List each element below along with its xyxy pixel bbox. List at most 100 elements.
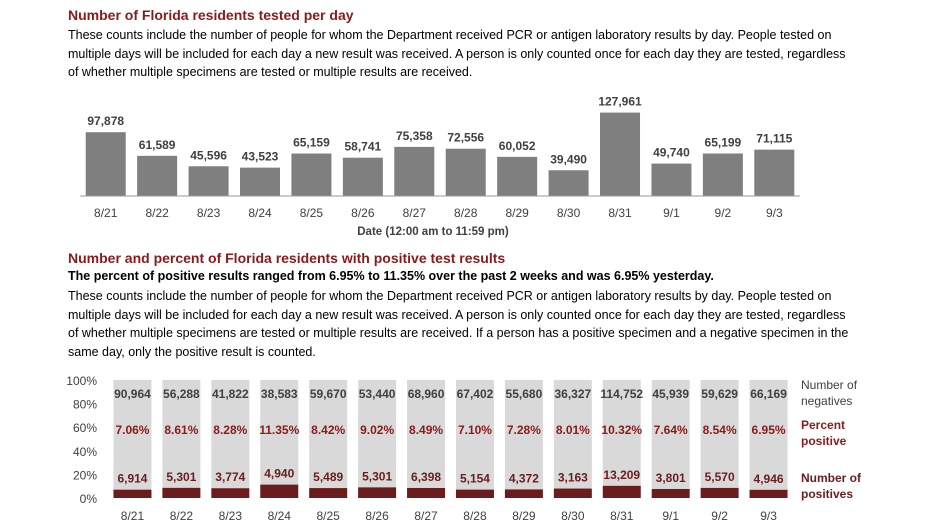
- positives-label: 4,940: [264, 467, 294, 481]
- positives-bar: [700, 487, 739, 498]
- data-label: 65,199: [705, 135, 742, 149]
- x-tick-label: 8/28: [463, 509, 487, 523]
- percent-label: 7.06%: [115, 423, 149, 437]
- x-tick-label: 8/31: [608, 206, 632, 220]
- positives-bar: [113, 489, 152, 498]
- positives-bar: [162, 487, 201, 498]
- bar: [342, 157, 383, 196]
- y-tick-label: 0%: [80, 492, 98, 506]
- y-tick-label: 80%: [73, 398, 97, 412]
- negatives-label: 90,964: [114, 387, 151, 401]
- negatives-bar: [211, 380, 250, 489]
- x-tick-label: 9/3: [760, 509, 777, 523]
- x-tick-label: 8/22: [170, 509, 194, 523]
- legend-negatives: negatives: [801, 394, 852, 408]
- percent-label: 7.10%: [458, 423, 492, 437]
- negatives-bar: [700, 380, 739, 488]
- data-label: 45,596: [190, 148, 227, 162]
- x-axis-title: Date (12:00 am to 11:59 pm): [357, 226, 509, 238]
- y-tick-label: 40%: [73, 445, 97, 459]
- percent-label: 11.35%: [259, 423, 299, 437]
- bar: [188, 166, 229, 196]
- positives-label: 4,372: [509, 471, 539, 485]
- x-tick-label: 8/22: [145, 206, 169, 220]
- percent-label: 8.49%: [409, 423, 443, 437]
- x-tick-label: 8/29: [512, 509, 536, 523]
- positives-label: 13,209: [603, 468, 640, 482]
- bar: [445, 148, 486, 196]
- chart1-title: Number of Florida residents tested per d…: [68, 7, 354, 23]
- data-label: 58,741: [345, 140, 382, 154]
- x-tick-label: 9/1: [663, 206, 680, 220]
- x-tick-label: 8/27: [403, 206, 427, 220]
- bar: [702, 153, 743, 196]
- data-label: 75,358: [396, 129, 433, 143]
- data-label: 60,052: [499, 139, 536, 153]
- x-tick-label: 8/24: [248, 206, 272, 220]
- percent-label: 9.02%: [360, 423, 394, 437]
- x-tick-label: 8/27: [414, 509, 438, 523]
- x-tick-label: 8/30: [557, 206, 581, 220]
- x-tick-label: 9/1: [662, 509, 679, 523]
- positives-label: 5,301: [362, 469, 392, 483]
- data-label: 65,159: [293, 136, 330, 150]
- positives-bar: [260, 484, 299, 498]
- negatives-bar: [162, 380, 201, 488]
- bar: [548, 170, 589, 196]
- x-tick-label: 8/23: [219, 509, 243, 523]
- legend-positives: positives: [801, 487, 853, 501]
- chart2-description: These counts include the number of peopl…: [68, 289, 849, 359]
- x-tick-label: 8/31: [610, 509, 634, 523]
- positives-bar: [455, 489, 494, 498]
- x-tick-label: 8/21: [121, 509, 145, 523]
- positives-bar: [651, 488, 690, 498]
- chart2-summary: The percent of positive results ranged f…: [68, 269, 714, 283]
- bar: [754, 149, 795, 196]
- positives-label: 6,914: [117, 472, 147, 486]
- x-tick-label: 9/3: [766, 206, 783, 220]
- data-label: 39,490: [550, 152, 587, 166]
- negatives-label: 66,169: [750, 387, 787, 401]
- negatives-bar: [553, 380, 592, 489]
- negatives-label: 56,288: [163, 387, 200, 401]
- positives-label: 3,163: [558, 471, 588, 485]
- positives-label: 5,301: [166, 470, 196, 484]
- bar: [240, 167, 281, 196]
- percent-label: 8.54%: [703, 423, 737, 437]
- data-label: 97,878: [87, 114, 124, 128]
- data-label: 43,523: [242, 150, 279, 164]
- bar: [291, 153, 332, 196]
- negatives-label: 59,670: [310, 387, 347, 401]
- x-tick-label: 8/28: [454, 206, 478, 220]
- positives-bar: [309, 488, 348, 498]
- positives-label: 6,398: [411, 470, 441, 484]
- bar: [85, 132, 126, 196]
- positives-bar: [749, 489, 788, 498]
- x-tick-label: 8/21: [94, 206, 118, 220]
- negatives-bar: [504, 380, 543, 490]
- positives-label: 5,489: [313, 470, 343, 484]
- bar: [651, 163, 692, 196]
- negatives-label: 114,752: [600, 387, 643, 401]
- percent-label: 6.95%: [752, 423, 786, 437]
- data-label: 61,589: [139, 138, 176, 152]
- legend-percent: positive: [801, 434, 847, 448]
- negatives-bar: [113, 380, 152, 490]
- negatives-label: 55,680: [506, 387, 543, 401]
- negatives-label: 68,960: [408, 387, 445, 401]
- bar: [394, 146, 435, 196]
- bar: [497, 156, 538, 196]
- negatives-label: 41,822: [212, 387, 249, 401]
- data-label: 71,115: [756, 132, 792, 146]
- percent-label: 10.32%: [601, 423, 642, 437]
- positives-bar: [211, 488, 250, 498]
- negatives-label: 67,402: [457, 387, 494, 401]
- y-tick-label: 20%: [73, 468, 97, 482]
- y-tick-label: 60%: [73, 421, 97, 435]
- legend-positives: Number of: [801, 471, 862, 485]
- positives-bar: [358, 487, 397, 498]
- negatives-bar: [455, 380, 494, 490]
- chart1-description: These counts include the number of peopl…: [68, 28, 846, 79]
